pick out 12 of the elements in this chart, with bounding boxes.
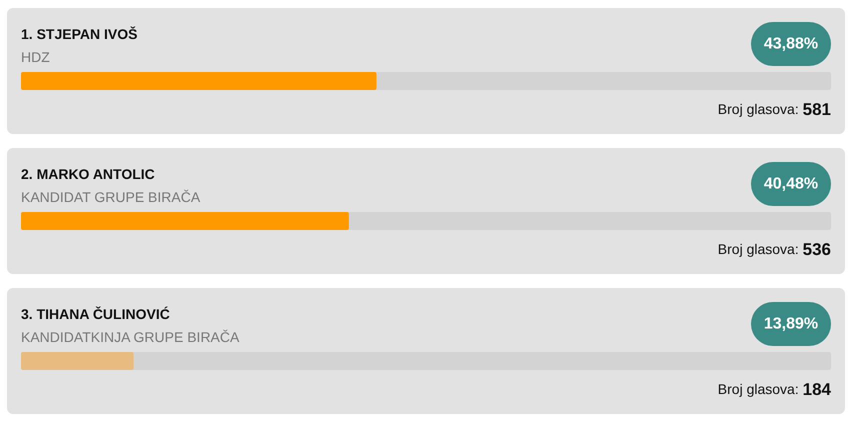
data-label: 13,89% [764,316,818,332]
data-label: 40,48% [764,176,818,192]
data-label: 43,88% [764,36,818,52]
y-tick-label: 2. MARKO ANTOLIC [21,166,155,182]
annotation: HDZ [21,49,50,65]
annotation: Broj glasova: 536 [718,240,831,258]
annotation: Broj glasova: 184 [718,380,832,398]
annotation: KANDIDATKINJA GRUPE BIRAČA [21,329,240,345]
annotation: Broj glasova: 581 [718,100,831,118]
y-tick-label: 3. TIHANA ČULINOVIĆ [21,306,170,322]
annotation: KANDIDAT GRUPE BIRAČA [21,189,201,205]
y-tick-label: 1. STJEPAN IVOŠ [21,26,138,42]
